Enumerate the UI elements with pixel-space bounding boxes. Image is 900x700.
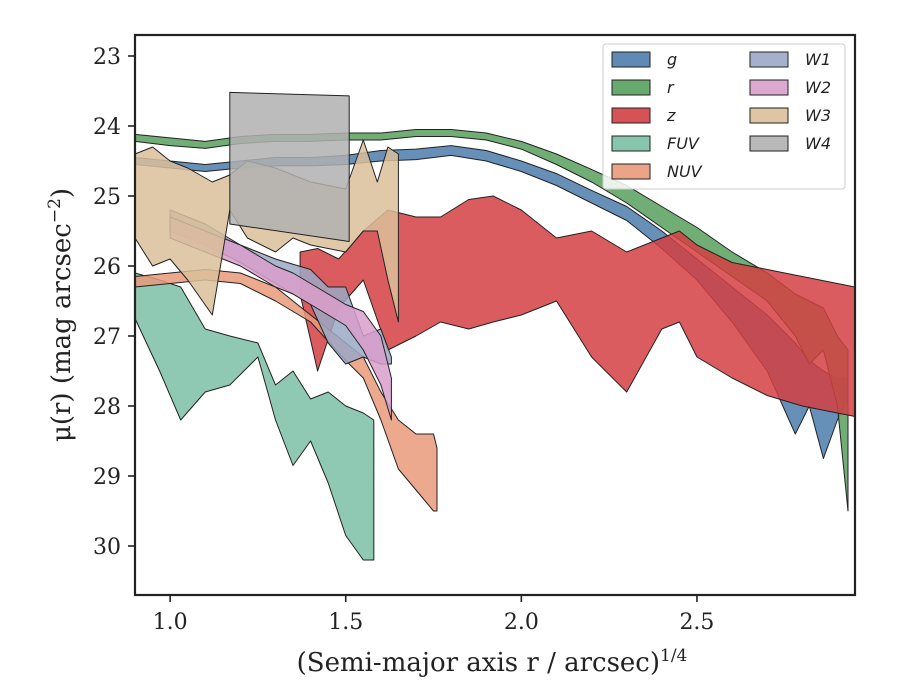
y-tick-label: 26	[93, 255, 121, 280]
legend-swatch-fuv	[611, 135, 651, 152]
legend-swatch-z	[611, 107, 651, 124]
legend-swatch-w4	[749, 135, 789, 152]
legend-swatch-w1	[749, 51, 789, 68]
legend-swatch-g	[611, 51, 651, 68]
band-layer	[134, 91, 856, 561]
legend-swatch-w2	[749, 79, 789, 96]
band-r	[134, 129, 849, 512]
plot-frame	[133, 33, 857, 597]
band-w4	[229, 91, 350, 242]
legend-swatch-r	[611, 79, 651, 96]
y-tick-label: 24	[93, 115, 121, 140]
legend-entries: grz FUV NUV W1 W2 W3 W4	[611, 50, 831, 181]
y-axis-ticks: 23 24 25 26 27 28 29 30	[93, 45, 135, 560]
legend-label-fuv: FUV	[667, 134, 700, 153]
y-tick-label: 23	[93, 45, 121, 70]
x-tick-label: 1.5	[328, 610, 363, 635]
x-tick-label: 1.0	[153, 610, 188, 635]
y-tick-label: 29	[93, 465, 121, 490]
y-tick-label: 25	[93, 185, 121, 210]
y-tick-label: 28	[93, 395, 121, 420]
band-nuv	[134, 269, 438, 512]
y-axis-label: μ(r) (mag arcsec−2)	[45, 188, 77, 442]
y-tick-label: 27	[93, 325, 121, 350]
legend: grz FUV NUV W1 W2 W3 W4	[602, 43, 846, 190]
band-fuv	[134, 272, 375, 561]
x-axis-label: (Semi-major axis r / arcsec)1/4	[297, 646, 688, 678]
x-axis-ticks: 1.0 1.5 2.0 2.5	[153, 595, 714, 635]
legend-label-z: z	[666, 106, 676, 125]
legend-swatch-w3	[749, 107, 789, 124]
legend-label-w2: W2	[805, 78, 831, 97]
legend-label-w3: W3	[805, 106, 831, 125]
x-tick-label: 2.5	[679, 610, 714, 635]
legend-label-r: r	[667, 78, 675, 97]
y-tick-label: 30	[93, 535, 121, 560]
legend-label-g: g	[667, 50, 677, 69]
legend-label-w4: W4	[805, 134, 831, 153]
x-tick-label: 2.0	[504, 610, 539, 635]
legend-label-w1: W1	[805, 50, 831, 69]
legend-label-nuv: NUV	[667, 162, 703, 181]
legend-swatch-nuv	[611, 163, 651, 180]
